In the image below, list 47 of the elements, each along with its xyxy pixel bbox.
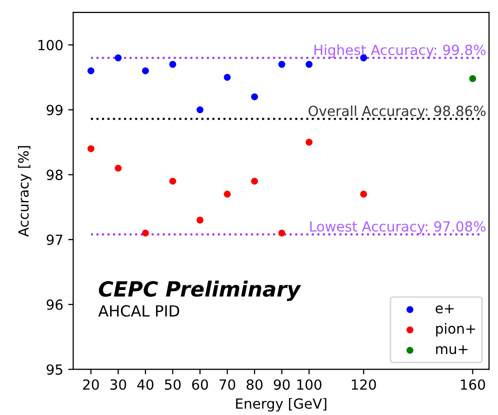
- x-tick-label: 60: [192, 379, 208, 390]
- point: [224, 74, 231, 81]
- y-tick-label: 97: [46, 234, 62, 246]
- y-axis-title: Accuracy [%]: [18, 146, 32, 237]
- legend-label: pion+: [436, 323, 476, 336]
- y-tick-label: 99: [46, 104, 63, 116]
- x-tick-label: 30: [110, 379, 126, 390]
- point: [196, 106, 204, 114]
- x-tick-label: 120: [352, 379, 376, 390]
- point: [87, 145, 94, 152]
- point: [142, 67, 149, 74]
- ref-line-label: Highest Accuracy: 99.8%: [314, 44, 486, 58]
- ref-line-label: Overall Accuracy: 98.86%: [308, 105, 486, 119]
- point: [142, 230, 149, 237]
- annotation: AHCAL PID: [98, 305, 180, 317]
- point: [278, 230, 286, 237]
- point: [306, 138, 313, 146]
- y-tick-label: 95: [46, 364, 62, 375]
- legend-label: e+: [436, 304, 454, 314]
- point: [251, 178, 258, 185]
- x-axis-title: Energy [GeV]: [236, 398, 326, 412]
- ref-line-label: Lowest Accuracy: 97.08%: [310, 221, 486, 234]
- x-tick-label: 100: [297, 379, 322, 390]
- y-tick-label: 100: [38, 40, 63, 50]
- x-tick-label: 160: [460, 379, 486, 390]
- point: [224, 190, 231, 198]
- x-tick-label: 90: [274, 379, 290, 390]
- x-tick-label: 40: [137, 379, 154, 390]
- x-tick-label: 20: [83, 379, 99, 390]
- point: [87, 67, 94, 74]
- point: [169, 178, 176, 185]
- point: [360, 190, 368, 198]
- y-tick-label: 96: [46, 299, 63, 310]
- x-tick-label: 80: [246, 379, 262, 390]
- point: [251, 93, 258, 100]
- y-tick-label: 98: [46, 170, 63, 180]
- legend-label: mu+: [436, 345, 468, 354]
- point: [114, 54, 122, 62]
- point: [469, 75, 476, 82]
- point: [306, 60, 313, 68]
- x-tick-label: 50: [164, 379, 181, 390]
- point: [278, 60, 286, 68]
- x-tick-label: 70: [220, 379, 236, 390]
- point: [169, 60, 176, 68]
- point: [196, 216, 204, 224]
- point: [114, 164, 122, 172]
- annotation: CEPC Preliminary: [98, 280, 302, 301]
